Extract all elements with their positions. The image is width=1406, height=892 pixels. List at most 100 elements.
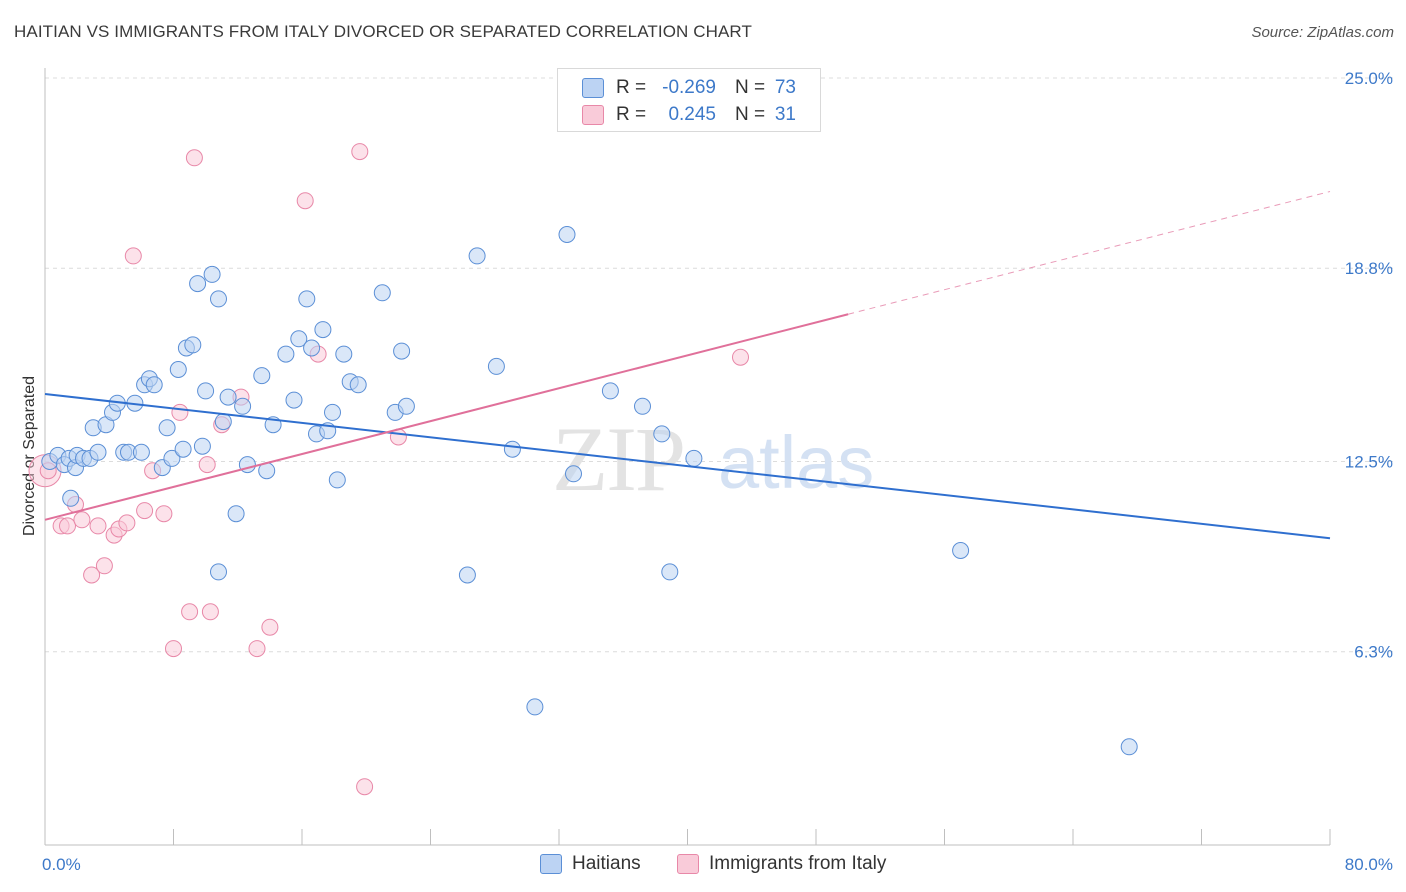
italy-point	[732, 348, 749, 366]
haitians-point	[193, 437, 211, 455]
x-tick-label: 80.0%	[1345, 855, 1393, 874]
y-tick-label: 6.3%	[1354, 643, 1393, 662]
series-haitians-points	[41, 226, 1138, 756]
haitians-point	[653, 425, 671, 443]
haitians-point	[89, 443, 107, 461]
italy-point	[118, 514, 136, 532]
haitians-point	[210, 290, 227, 308]
x-tick-label: 0.0%	[42, 855, 81, 874]
haitians-swatch	[582, 78, 604, 98]
italy-point	[136, 502, 154, 520]
italy-point	[198, 456, 216, 474]
haitians-point	[253, 367, 271, 385]
haitians-point	[397, 397, 415, 415]
haitians-point	[184, 336, 202, 354]
stats-legend: R = -0.269 N = 73 R = 0.245 N = 31	[557, 68, 821, 132]
chart-title: HAITIAN VS IMMIGRANTS FROM ITALY DIVORCE…	[14, 22, 752, 41]
italy-legend-swatch	[677, 854, 699, 874]
r-value: 0.245	[668, 104, 716, 125]
r-label: R =	[616, 104, 647, 125]
italy-point	[165, 640, 182, 658]
haitians-point	[290, 330, 308, 348]
y-tick-label: 12.5%	[1345, 453, 1393, 472]
haitians-point	[661, 563, 679, 581]
haitians-point	[285, 391, 303, 409]
stats-legend-row-italy: R = 0.245 N = 31	[558, 102, 820, 128]
italy-point	[171, 403, 189, 421]
haitians-legend-label: Haitians	[572, 853, 641, 874]
y-tick-label: 18.8%	[1345, 259, 1393, 278]
y-axis-label: Divorced or Separated	[21, 376, 38, 536]
haitians-point	[197, 382, 215, 400]
haitians-point	[952, 542, 970, 559]
haitians-point	[145, 376, 163, 394]
haitians-point	[314, 321, 332, 339]
italy-point	[351, 143, 369, 161]
stats-legend-row-haitians: R = -0.269 N = 73	[558, 75, 820, 101]
y-tick-labels: 6.3% 12.5% 18.8% 25.0%	[1345, 69, 1393, 662]
haitians-point	[458, 566, 476, 584]
y-tick-label: 25.0%	[1345, 69, 1393, 88]
italy-point	[83, 566, 101, 584]
r-label: R =	[616, 77, 647, 98]
haitians-point	[174, 440, 192, 458]
haitians-point	[234, 397, 252, 415]
italy-point	[356, 778, 374, 796]
haitians-point	[565, 465, 582, 483]
italy-point	[73, 511, 91, 529]
n-value: 73	[774, 77, 796, 98]
haitians-point	[349, 376, 367, 394]
haitians-point	[214, 413, 232, 431]
haitians-point	[634, 397, 651, 415]
haitians-point	[203, 265, 221, 283]
italy-point	[248, 640, 266, 658]
n-label: N =	[735, 77, 766, 98]
n-value: 31	[774, 104, 796, 125]
italy-legend-label: Immigrants from Italy	[709, 853, 887, 874]
source-credit: Source: ZipAtlas.com	[1251, 24, 1394, 41]
watermark-atlas: atlas	[718, 421, 874, 504]
haitians-point	[328, 471, 346, 489]
italy-point	[89, 517, 107, 535]
trendlines	[44, 191, 1331, 540]
haitians-point	[393, 342, 411, 360]
haitians-point	[227, 505, 245, 523]
haitians-point	[1120, 738, 1138, 756]
haitians-point	[189, 275, 207, 293]
haitians-point	[601, 382, 619, 400]
italy-point	[155, 505, 173, 523]
haitians-point	[324, 403, 341, 421]
italy-point	[296, 192, 314, 210]
r-value: -0.269	[662, 77, 716, 98]
haitians-point	[303, 339, 321, 357]
italy-point	[185, 149, 203, 167]
x-tick-labels: 0.0% 80.0%	[42, 855, 1393, 874]
haitians-point	[169, 361, 187, 378]
haitians-trendline	[44, 393, 1331, 540]
haitians-point	[298, 290, 316, 308]
italy-swatch	[582, 105, 604, 125]
italy-point	[95, 557, 113, 575]
haitians-point	[219, 388, 237, 406]
haitians-point	[487, 357, 505, 375]
haitians-point	[503, 440, 521, 458]
haitians-point	[158, 419, 176, 437]
italy-point	[261, 618, 279, 636]
italy-point	[201, 603, 219, 621]
haitians-point	[335, 345, 353, 363]
haitians-point	[62, 489, 80, 507]
italy-point	[59, 517, 76, 535]
haitians-point	[558, 226, 576, 243]
italy-point	[181, 603, 199, 621]
haitians-point	[685, 449, 703, 467]
n-label: N =	[735, 104, 766, 125]
gridlines	[45, 77, 1395, 653]
haitians-point	[210, 563, 227, 581]
italy-trendline	[44, 313, 849, 521]
haitians-point	[468, 247, 486, 265]
haitians-point	[163, 449, 181, 467]
haitians-point	[277, 345, 295, 363]
haitians-point	[132, 443, 150, 461]
italy-point	[124, 247, 142, 265]
